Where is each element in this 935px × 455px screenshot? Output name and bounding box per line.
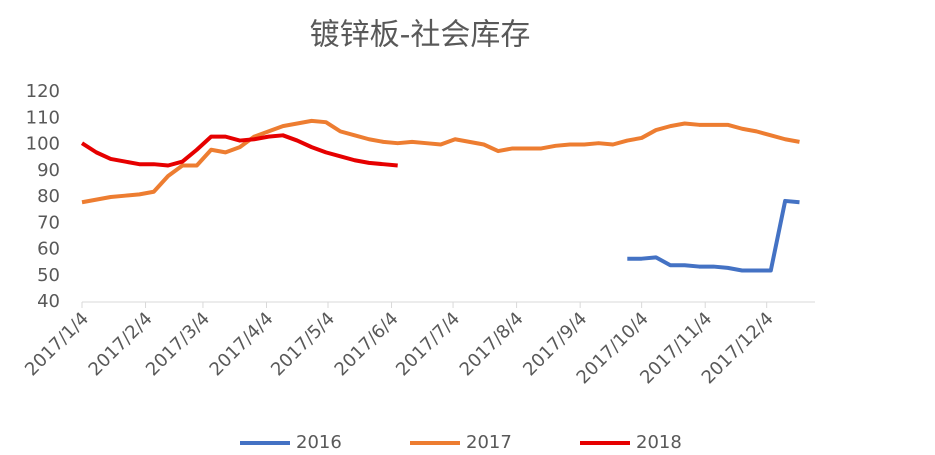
y-tick-label: 120 <box>26 81 60 102</box>
x-tick-label: 2017/6/4 <box>331 308 403 380</box>
y-tick-label: 100 <box>26 134 60 155</box>
x-tick-label: 2017/5/4 <box>267 308 339 380</box>
chart-title: 镀锌板-社会库存 <box>310 18 531 53</box>
y-tick-label: 40 <box>37 291 60 312</box>
legend-label: 2016 <box>296 432 342 453</box>
legend-label: 2017 <box>466 432 512 453</box>
legend-label: 2018 <box>636 432 682 453</box>
y-tick-label: 110 <box>26 107 60 128</box>
series-line <box>627 198 800 273</box>
x-tick-label: 2017/7/4 <box>392 308 464 380</box>
series-line <box>81 118 800 205</box>
y-tick-label: 50 <box>37 265 60 286</box>
x-tick-label: 2017/8/4 <box>456 308 528 380</box>
x-tick-label: 2017/4/4 <box>206 308 278 380</box>
y-tick-label: 90 <box>37 160 60 181</box>
series-line <box>80 133 398 168</box>
x-tick-label: 2017/3/4 <box>142 308 214 380</box>
y-tick-label: 70 <box>37 212 60 233</box>
x-tick-label: 2017/1/4 <box>21 308 93 380</box>
y-tick-label: 60 <box>37 239 60 260</box>
y-tick-label: 80 <box>37 186 60 207</box>
